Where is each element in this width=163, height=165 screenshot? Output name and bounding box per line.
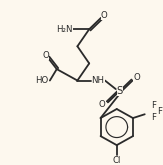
Text: F: F — [157, 107, 162, 116]
Text: O: O — [101, 11, 107, 20]
Text: Cl: Cl — [113, 156, 121, 165]
Text: F: F — [151, 113, 156, 122]
Text: F: F — [151, 101, 156, 110]
Text: H₂N: H₂N — [56, 25, 73, 34]
Text: NH: NH — [92, 76, 104, 85]
Text: O: O — [133, 73, 140, 82]
Text: S: S — [117, 86, 123, 96]
Text: O: O — [43, 51, 49, 60]
Text: HO: HO — [35, 76, 49, 85]
Text: O: O — [99, 100, 105, 109]
